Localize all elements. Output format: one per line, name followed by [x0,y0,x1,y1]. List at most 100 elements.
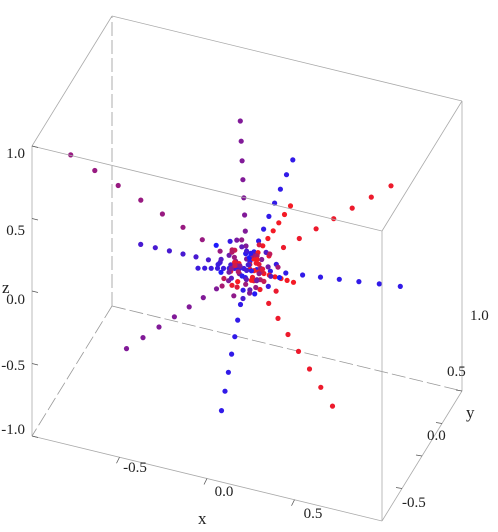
data-point [290,157,296,163]
data-point [349,205,355,211]
data-point [265,235,271,242]
data-point [253,284,259,291]
y-tick [395,487,403,489]
data-point [248,277,254,283]
data-point [275,315,281,321]
tick-marks [31,145,463,506]
data-point [244,248,250,254]
data-point [248,268,254,274]
data-point [228,275,234,281]
data-point [243,276,249,283]
y-axis-label: y [466,403,475,422]
data-point [261,226,267,232]
y-tick [455,389,463,392]
z-tick-label: 0.5 [6,223,25,239]
data-point [217,248,223,254]
data-point [313,226,319,232]
data-point [213,286,220,292]
data-point [268,273,274,279]
data-point [270,228,276,234]
data-point [243,281,249,287]
data-point [397,283,403,289]
data-point [280,244,287,251]
data-point [306,366,313,372]
data-point [239,158,245,164]
data-point [276,220,282,226]
x-tick [116,457,120,464]
box-edge [111,15,463,102]
data-point [283,172,290,178]
data-point [238,138,244,144]
data-point [242,228,248,234]
data-point [180,251,186,257]
data-point [317,274,324,280]
data-point [240,295,246,302]
data-point [152,245,158,251]
data-point [208,265,214,271]
data-point [199,237,205,243]
data-point [247,290,253,296]
x-tick [291,499,295,506]
data-point [221,275,227,282]
box-edge [381,100,463,232]
z-tick-label: -1.0 [1,422,25,438]
data-point [92,167,98,174]
data-point [215,261,221,268]
data-point [267,251,273,257]
box-edge-hidden [111,305,463,392]
data-point [256,242,262,248]
data-point [336,276,342,282]
data-point [240,287,246,293]
data-point [252,291,258,297]
data-point [229,282,235,288]
z-tick [31,435,39,438]
y-tick [415,454,423,457]
data-point [300,272,306,278]
x-tick-label: 0.5 [304,506,323,522]
data-point [239,273,245,279]
data-point [235,279,241,285]
data-point [219,283,225,289]
y-tick-label: -0.5 [402,495,426,511]
data-point [166,248,172,254]
data-point [368,194,374,200]
data-point [234,237,240,243]
z-tick [31,145,39,148]
data-point [195,265,201,271]
data-point [275,264,281,270]
data-point [68,152,74,158]
data-point [296,235,302,242]
data-point [290,279,297,285]
data-point [218,256,224,262]
x-tick-label: -0.5 [123,460,147,476]
data-point [237,301,244,308]
data-point [138,241,144,247]
data-point [138,197,144,203]
data-point [123,346,130,352]
data-point [200,295,206,301]
data-point [284,277,290,283]
data-point [225,369,231,375]
data-point [205,257,211,263]
z-tick-label: 0.0 [6,292,25,308]
data-point [331,216,337,222]
data-point [254,257,260,263]
data-point [329,403,336,409]
data-point [218,408,225,414]
data-point [283,270,289,276]
data-point [140,335,146,341]
x-tick [203,478,208,485]
data-point [180,224,186,230]
data-point [261,278,267,284]
data-point [237,263,243,269]
data-point [266,213,272,219]
data-point [265,264,271,270]
data-point [243,243,249,249]
data-point [234,284,240,290]
plot-box-back [31,16,463,437]
data-point [239,237,245,243]
data-point [218,269,224,275]
data-point [245,262,251,268]
y-tick-label: 0.0 [427,428,446,444]
data-point [156,324,162,330]
